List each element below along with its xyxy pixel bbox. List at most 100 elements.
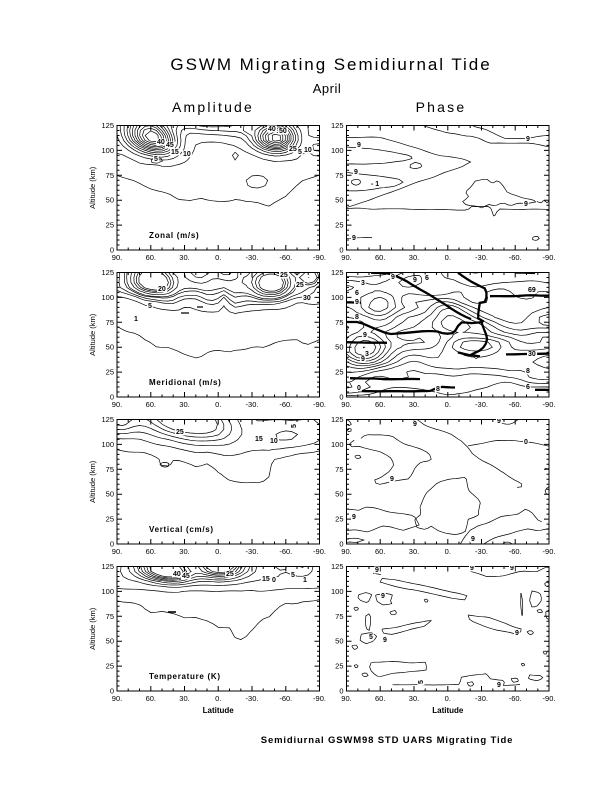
svg-text:-90.: -90. bbox=[543, 400, 556, 409]
svg-text:60.: 60. bbox=[146, 694, 156, 703]
svg-text:20: 20 bbox=[158, 286, 166, 293]
svg-text:50: 50 bbox=[106, 490, 114, 499]
svg-text:125: 125 bbox=[101, 415, 114, 424]
svg-text:8: 8 bbox=[355, 314, 359, 321]
svg-text:0: 0 bbox=[110, 246, 114, 255]
svg-text:60.: 60. bbox=[146, 400, 156, 409]
svg-text:25: 25 bbox=[106, 221, 114, 230]
svg-text:-30.: -30. bbox=[246, 253, 259, 262]
svg-text:10: 10 bbox=[304, 147, 312, 154]
svg-text:100: 100 bbox=[331, 146, 344, 155]
svg-text:125: 125 bbox=[331, 415, 344, 424]
svg-text:75: 75 bbox=[106, 465, 114, 474]
svg-text:-90.: -90. bbox=[313, 694, 326, 703]
svg-text:60.: 60. bbox=[375, 253, 385, 262]
svg-text:50: 50 bbox=[106, 343, 114, 352]
svg-text:- 1: - 1 bbox=[371, 181, 379, 188]
svg-text:6: 6 bbox=[526, 384, 530, 391]
svg-text:9: 9 bbox=[383, 637, 387, 644]
svg-text:50: 50 bbox=[335, 637, 343, 646]
svg-text:9: 9 bbox=[391, 274, 395, 281]
svg-text:50: 50 bbox=[335, 490, 343, 499]
svg-text:125: 125 bbox=[331, 121, 344, 130]
svg-text:100: 100 bbox=[101, 587, 114, 596]
svg-text:25: 25 bbox=[289, 146, 297, 153]
svg-text:9: 9 bbox=[390, 476, 394, 483]
svg-text:5: 5 bbox=[291, 424, 298, 428]
svg-text:0.: 0. bbox=[215, 694, 221, 703]
svg-text:Latitude: Latitude bbox=[432, 706, 464, 715]
svg-text:0: 0 bbox=[272, 577, 276, 584]
svg-text:-30.: -30. bbox=[246, 400, 259, 409]
svg-text:0.: 0. bbox=[445, 253, 451, 262]
svg-text:6: 6 bbox=[425, 275, 429, 282]
svg-text:30.: 30. bbox=[409, 400, 419, 409]
svg-text:-30.: -30. bbox=[246, 547, 259, 556]
svg-text:0.: 0. bbox=[445, 400, 451, 409]
svg-text:0: 0 bbox=[357, 385, 361, 392]
svg-text:90.: 90. bbox=[341, 694, 351, 703]
svg-text:Temperature (K): Temperature (K) bbox=[149, 672, 221, 681]
svg-text:9: 9 bbox=[352, 235, 356, 242]
svg-text:-60.: -60. bbox=[279, 400, 292, 409]
svg-text:10: 10 bbox=[183, 151, 191, 158]
svg-text:45: 45 bbox=[166, 142, 174, 149]
svg-text:25: 25 bbox=[335, 515, 343, 524]
svg-text:Semidiurnal GSWM98 STD UARS Mi: Semidiurnal GSWM98 STD UARS Migrating Ti… bbox=[261, 735, 513, 746]
svg-text:30.: 30. bbox=[409, 547, 419, 556]
svg-text:-90.: -90. bbox=[543, 253, 556, 262]
svg-text:-90.: -90. bbox=[543, 547, 556, 556]
svg-text:9: 9 bbox=[497, 418, 501, 425]
svg-text:25: 25 bbox=[106, 368, 114, 377]
svg-text:Amplitude: Amplitude bbox=[172, 99, 254, 115]
svg-text:60.: 60. bbox=[375, 694, 385, 703]
svg-text:-60.: -60. bbox=[509, 400, 522, 409]
svg-text:50: 50 bbox=[106, 196, 114, 205]
svg-text:-30.: -30. bbox=[475, 400, 488, 409]
svg-text:1: 1 bbox=[134, 316, 138, 323]
svg-text:5: 5 bbox=[418, 680, 425, 684]
svg-text:0.: 0. bbox=[445, 547, 451, 556]
svg-text:-60.: -60. bbox=[509, 547, 522, 556]
svg-text:Phase: Phase bbox=[416, 99, 467, 115]
svg-text:15: 15 bbox=[255, 436, 263, 443]
svg-text:9: 9 bbox=[413, 277, 417, 284]
svg-text:125: 125 bbox=[331, 562, 344, 571]
svg-text:90.: 90. bbox=[112, 253, 122, 262]
svg-text:5: 5 bbox=[298, 149, 302, 156]
svg-text:100: 100 bbox=[101, 293, 114, 302]
svg-text:0.: 0. bbox=[445, 694, 451, 703]
svg-text:-90.: -90. bbox=[313, 400, 326, 409]
svg-text:5: 5 bbox=[291, 572, 295, 579]
svg-text:Altitude (km): Altitude (km) bbox=[88, 607, 97, 650]
svg-text:15: 15 bbox=[171, 149, 179, 156]
svg-text:75: 75 bbox=[335, 318, 343, 327]
svg-text:-60.: -60. bbox=[279, 547, 292, 556]
svg-text:60.: 60. bbox=[375, 400, 385, 409]
svg-text:-90.: -90. bbox=[543, 694, 556, 703]
svg-text:-60.: -60. bbox=[509, 694, 522, 703]
svg-text:90.: 90. bbox=[341, 253, 351, 262]
svg-text:60.: 60. bbox=[375, 547, 385, 556]
svg-text:25: 25 bbox=[176, 429, 184, 436]
svg-text:8: 8 bbox=[436, 386, 440, 393]
svg-text:30.: 30. bbox=[179, 547, 189, 556]
svg-text:40: 40 bbox=[157, 139, 165, 146]
svg-text:3: 3 bbox=[365, 351, 369, 358]
svg-text:9: 9 bbox=[524, 201, 528, 208]
svg-text:0.: 0. bbox=[215, 547, 221, 556]
svg-text:9: 9 bbox=[355, 299, 359, 306]
svg-text:9: 9 bbox=[381, 593, 385, 600]
svg-text:0.: 0. bbox=[215, 400, 221, 409]
svg-text:69: 69 bbox=[528, 287, 536, 294]
svg-text:30: 30 bbox=[303, 295, 311, 302]
svg-text:25: 25 bbox=[335, 368, 343, 377]
svg-text:50: 50 bbox=[279, 128, 287, 135]
svg-text:0: 0 bbox=[339, 540, 343, 549]
svg-text:-60.: -60. bbox=[509, 253, 522, 262]
svg-text:9: 9 bbox=[471, 536, 475, 543]
svg-text:30.: 30. bbox=[409, 694, 419, 703]
svg-text:25: 25 bbox=[335, 662, 343, 671]
svg-text:8: 8 bbox=[526, 368, 530, 375]
svg-text:9: 9 bbox=[515, 630, 519, 637]
